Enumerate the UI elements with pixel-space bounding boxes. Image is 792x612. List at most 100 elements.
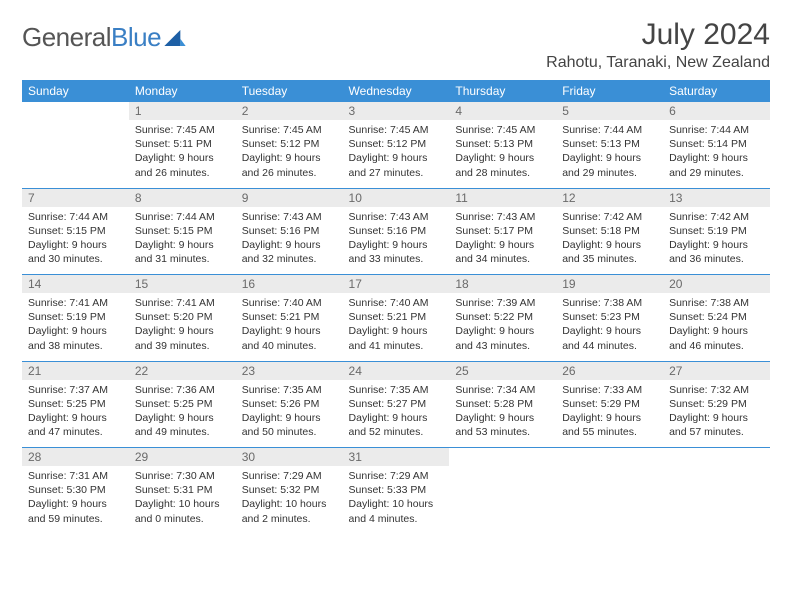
sunrise-text: Sunrise: 7:35 AM <box>242 383 337 397</box>
sunset-text: Sunset: 5:20 PM <box>135 310 230 324</box>
daylight-text: Daylight: 9 hours and 41 minutes. <box>349 324 444 352</box>
sunset-text: Sunset: 5:33 PM <box>349 483 444 497</box>
day-data-cell: Sunrise: 7:41 AMSunset: 5:19 PMDaylight:… <box>22 293 129 361</box>
sunset-text: Sunset: 5:32 PM <box>242 483 337 497</box>
header: General Blue July 2024 Rahotu, Taranaki,… <box>22 18 770 72</box>
day-data-cell: Sunrise: 7:38 AMSunset: 5:24 PMDaylight:… <box>663 293 770 361</box>
sunrise-text: Sunrise: 7:44 AM <box>669 123 764 137</box>
day-data-cell: Sunrise: 7:33 AMSunset: 5:29 PMDaylight:… <box>556 380 663 448</box>
day-data-cell: Sunrise: 7:40 AMSunset: 5:21 PMDaylight:… <box>343 293 450 361</box>
sunrise-text: Sunrise: 7:44 AM <box>28 210 123 224</box>
day-data-cell: Sunrise: 7:43 AMSunset: 5:16 PMDaylight:… <box>343 207 450 275</box>
weekday-header-row: Sunday Monday Tuesday Wednesday Thursday… <box>22 80 770 102</box>
sunrise-text: Sunrise: 7:32 AM <box>669 383 764 397</box>
day-data-cell <box>449 466 556 534</box>
sunset-text: Sunset: 5:15 PM <box>28 224 123 238</box>
day-data-cell: Sunrise: 7:44 AMSunset: 5:15 PMDaylight:… <box>129 207 236 275</box>
sunrise-text: Sunrise: 7:42 AM <box>669 210 764 224</box>
day-number-cell <box>449 448 556 467</box>
day-number-cell <box>22 102 129 120</box>
sunset-text: Sunset: 5:12 PM <box>242 137 337 151</box>
day-number-cell: 25 <box>449 361 556 380</box>
daylight-text: Daylight: 10 hours and 4 minutes. <box>349 497 444 525</box>
day-number-cell: 1 <box>129 102 236 120</box>
day-number-cell: 10 <box>343 188 450 207</box>
day-data-cell: Sunrise: 7:36 AMSunset: 5:25 PMDaylight:… <box>129 380 236 448</box>
weekday-header: Sunday <box>22 80 129 102</box>
day-data-cell: Sunrise: 7:45 AMSunset: 5:11 PMDaylight:… <box>129 120 236 188</box>
daylight-text: Daylight: 9 hours and 38 minutes. <box>28 324 123 352</box>
daylight-text: Daylight: 9 hours and 28 minutes. <box>455 151 550 179</box>
day-data-cell: Sunrise: 7:38 AMSunset: 5:23 PMDaylight:… <box>556 293 663 361</box>
day-data-row: Sunrise: 7:41 AMSunset: 5:19 PMDaylight:… <box>22 293 770 361</box>
month-title: July 2024 <box>546 18 770 52</box>
daylight-text: Daylight: 9 hours and 40 minutes. <box>242 324 337 352</box>
day-number-cell: 9 <box>236 188 343 207</box>
sunset-text: Sunset: 5:29 PM <box>669 397 764 411</box>
daylight-text: Daylight: 9 hours and 39 minutes. <box>135 324 230 352</box>
sunrise-text: Sunrise: 7:43 AM <box>349 210 444 224</box>
daylight-text: Daylight: 9 hours and 36 minutes. <box>669 238 764 266</box>
daylight-text: Daylight: 9 hours and 30 minutes. <box>28 238 123 266</box>
sunrise-text: Sunrise: 7:45 AM <box>349 123 444 137</box>
sunrise-text: Sunrise: 7:29 AM <box>349 469 444 483</box>
sunset-text: Sunset: 5:21 PM <box>242 310 337 324</box>
day-number-cell: 3 <box>343 102 450 120</box>
weekday-header: Thursday <box>449 80 556 102</box>
sunrise-text: Sunrise: 7:45 AM <box>455 123 550 137</box>
day-number-row: 123456 <box>22 102 770 120</box>
sunrise-text: Sunrise: 7:44 AM <box>562 123 657 137</box>
daylight-text: Daylight: 9 hours and 50 minutes. <box>242 411 337 439</box>
day-data-cell: Sunrise: 7:44 AMSunset: 5:13 PMDaylight:… <box>556 120 663 188</box>
daylight-text: Daylight: 9 hours and 59 minutes. <box>28 497 123 525</box>
sunset-text: Sunset: 5:14 PM <box>669 137 764 151</box>
title-block: July 2024 Rahotu, Taranaki, New Zealand <box>546 18 770 72</box>
daylight-text: Daylight: 9 hours and 32 minutes. <box>242 238 337 266</box>
sunrise-text: Sunrise: 7:41 AM <box>28 296 123 310</box>
day-data-cell <box>556 466 663 534</box>
day-number-cell: 28 <box>22 448 129 467</box>
day-number-cell: 18 <box>449 275 556 294</box>
daylight-text: Daylight: 9 hours and 44 minutes. <box>562 324 657 352</box>
day-data-row: Sunrise: 7:45 AMSunset: 5:11 PMDaylight:… <box>22 120 770 188</box>
day-data-cell <box>22 120 129 188</box>
day-data-cell: Sunrise: 7:44 AMSunset: 5:14 PMDaylight:… <box>663 120 770 188</box>
daylight-text: Daylight: 10 hours and 2 minutes. <box>242 497 337 525</box>
day-data-cell: Sunrise: 7:30 AMSunset: 5:31 PMDaylight:… <box>129 466 236 534</box>
daylight-text: Daylight: 9 hours and 35 minutes. <box>562 238 657 266</box>
day-data-cell: Sunrise: 7:29 AMSunset: 5:32 PMDaylight:… <box>236 466 343 534</box>
daylight-text: Daylight: 9 hours and 26 minutes. <box>135 151 230 179</box>
day-number-row: 14151617181920 <box>22 275 770 294</box>
daylight-text: Daylight: 9 hours and 55 minutes. <box>562 411 657 439</box>
day-data-cell: Sunrise: 7:37 AMSunset: 5:25 PMDaylight:… <box>22 380 129 448</box>
day-data-cell: Sunrise: 7:34 AMSunset: 5:28 PMDaylight:… <box>449 380 556 448</box>
day-data-cell: Sunrise: 7:42 AMSunset: 5:18 PMDaylight:… <box>556 207 663 275</box>
day-data-cell: Sunrise: 7:35 AMSunset: 5:27 PMDaylight:… <box>343 380 450 448</box>
location-text: Rahotu, Taranaki, New Zealand <box>546 54 770 72</box>
sunset-text: Sunset: 5:30 PM <box>28 483 123 497</box>
day-data-cell: Sunrise: 7:40 AMSunset: 5:21 PMDaylight:… <box>236 293 343 361</box>
sunset-text: Sunset: 5:24 PM <box>669 310 764 324</box>
weekday-header: Tuesday <box>236 80 343 102</box>
day-data-cell: Sunrise: 7:43 AMSunset: 5:17 PMDaylight:… <box>449 207 556 275</box>
day-number-cell: 26 <box>556 361 663 380</box>
day-number-cell: 19 <box>556 275 663 294</box>
daylight-text: Daylight: 9 hours and 29 minutes. <box>669 151 764 179</box>
sunrise-text: Sunrise: 7:43 AM <box>455 210 550 224</box>
sunrise-text: Sunrise: 7:35 AM <box>349 383 444 397</box>
weekday-header: Wednesday <box>343 80 450 102</box>
sunrise-text: Sunrise: 7:33 AM <box>562 383 657 397</box>
daylight-text: Daylight: 9 hours and 57 minutes. <box>669 411 764 439</box>
sunset-text: Sunset: 5:23 PM <box>562 310 657 324</box>
day-data-cell: Sunrise: 7:35 AMSunset: 5:26 PMDaylight:… <box>236 380 343 448</box>
day-number-cell <box>663 448 770 467</box>
sunrise-text: Sunrise: 7:43 AM <box>242 210 337 224</box>
brand-logo: General Blue <box>22 18 186 53</box>
day-number-cell: 30 <box>236 448 343 467</box>
daylight-text: Daylight: 9 hours and 52 minutes. <box>349 411 444 439</box>
sunset-text: Sunset: 5:25 PM <box>28 397 123 411</box>
daylight-text: Daylight: 9 hours and 31 minutes. <box>135 238 230 266</box>
day-number-cell: 22 <box>129 361 236 380</box>
logo-text-general: General <box>22 22 111 53</box>
daylight-text: Daylight: 9 hours and 34 minutes. <box>455 238 550 266</box>
